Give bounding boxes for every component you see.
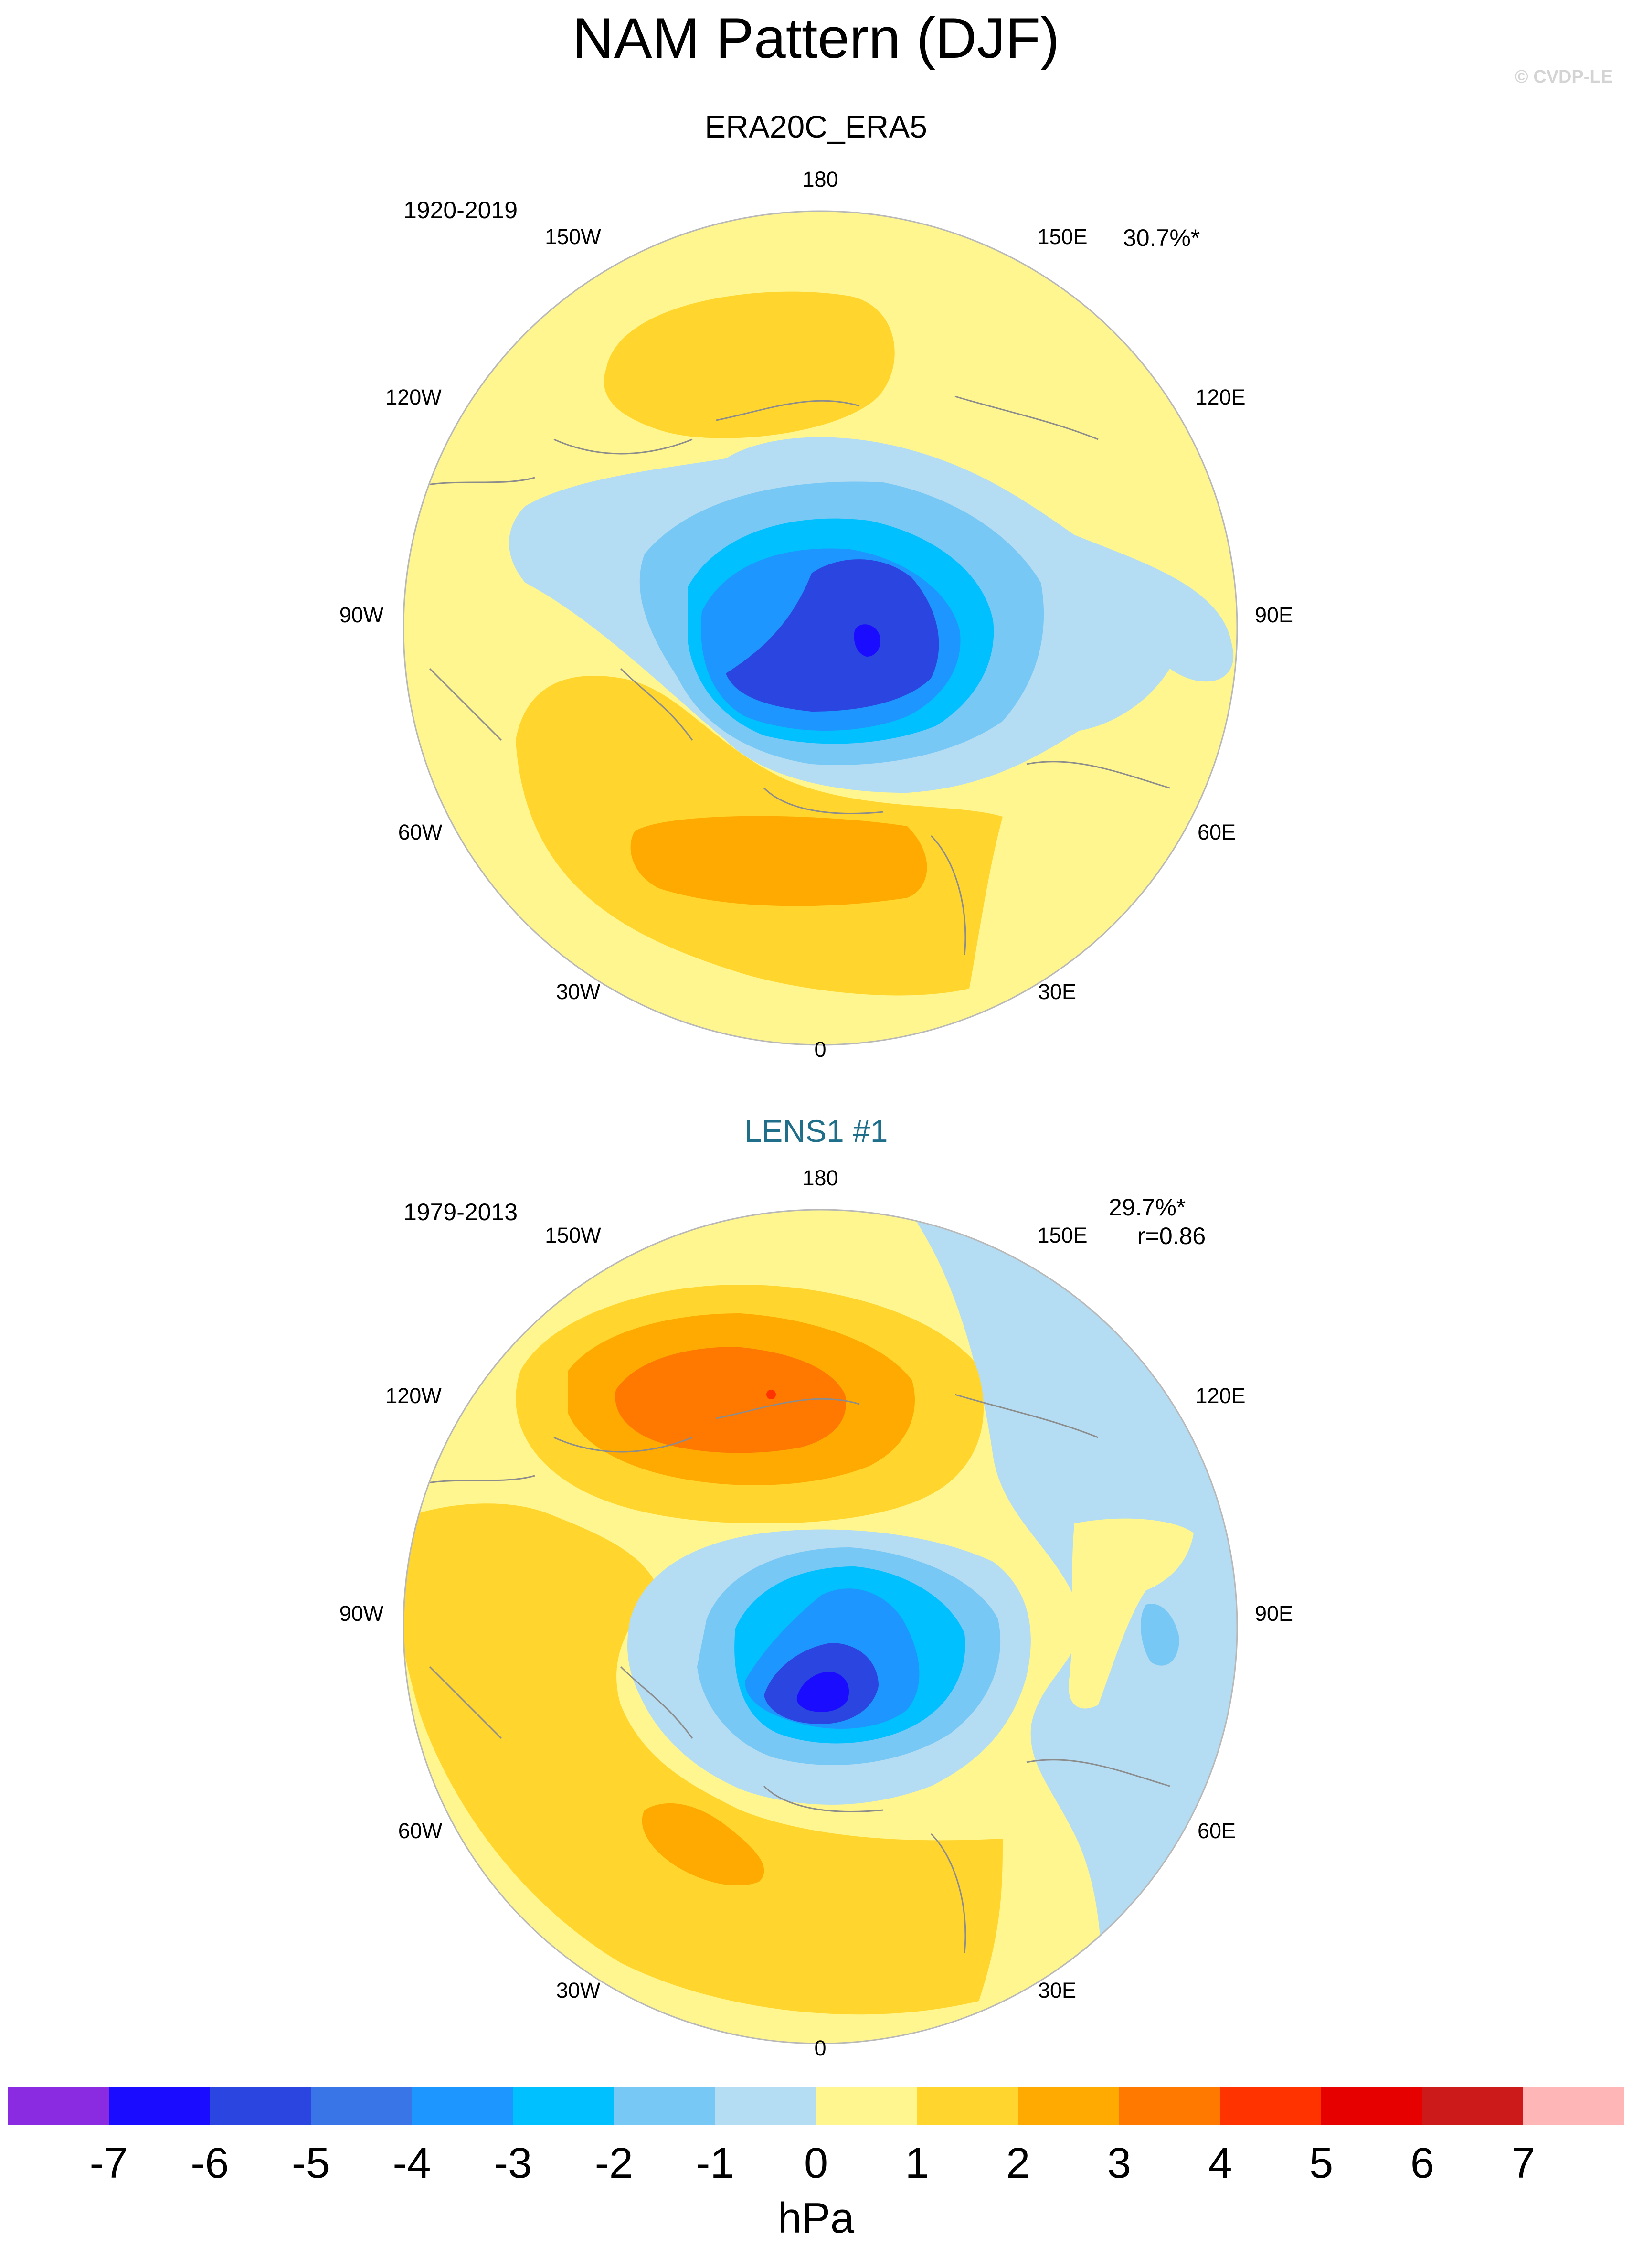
panel-1-map [403, 210, 1238, 1046]
colorbar-swatch [614, 2087, 715, 2125]
panel-2-arctic-low-6 [796, 1672, 849, 1712]
panel-1-map-boundary [403, 210, 1238, 1046]
panel-1-atlantic-core [630, 816, 927, 906]
panel-2-lon-30e: 30E [1038, 1978, 1077, 2002]
colorbar-swatch [1220, 2087, 1322, 2125]
colorbar-tick-label: -3 [494, 2140, 532, 2187]
panel-2-lon-150w: 150W [545, 1223, 601, 1247]
panel-1-lon-120w: 120W [385, 385, 442, 409]
panel-2-pacific-high-3 [615, 1347, 846, 1453]
colorbar-tick-label: 5 [1309, 2140, 1334, 2187]
panel-1-lon-30w: 30W [556, 980, 601, 1004]
panel-2-atlantic-high [403, 1503, 1003, 2015]
panel-2-pacific-max [766, 1390, 776, 1399]
colorbar-tick-label: 4 [1208, 2140, 1232, 2187]
panel-2-lon-90w: 90W [339, 1601, 384, 1626]
colorbar-tick-label: -2 [594, 2140, 633, 2187]
colorbar-unit: hPa [777, 2194, 855, 2242]
colorbar-tick-label: -4 [392, 2140, 431, 2187]
colorbar-swatch [917, 2087, 1018, 2125]
colorbar-swatch [412, 2087, 513, 2125]
panel-1-pacific-high [604, 291, 895, 438]
panel-1-lon-90w: 90W [339, 603, 384, 627]
colorbar-tick-label: -7 [89, 2140, 128, 2187]
panel-2-lon-60w: 60W [398, 1819, 443, 1843]
panel-1-lon-60w: 60W [398, 820, 443, 844]
colorbar-tick-label: -5 [291, 2140, 330, 2187]
panel-2-map [403, 1209, 1238, 2044]
panel-1-lon-180: 180 [802, 167, 838, 192]
colorbar-tick-label: -1 [696, 2140, 734, 2187]
panel-2-lon-120e: 120E [1195, 1384, 1246, 1408]
figure-title: NAM Pattern (DJF) [572, 6, 1060, 70]
panel-2-lon-90e: 90E [1254, 1601, 1293, 1626]
panel-2-variance: 29.7%* [1109, 1194, 1186, 1221]
panel-1-lon-150w: 150W [545, 224, 601, 249]
colorbar-tick-label: 7 [1511, 2140, 1536, 2187]
colorbar-swatch [1321, 2087, 1422, 2125]
panel-2-lon-150e: 150E [1037, 1223, 1088, 1247]
colorbar-tick-label: 2 [1006, 2140, 1030, 2187]
colorbar-swatch [1018, 2087, 1119, 2125]
panel-1-lon-120e: 120E [1195, 385, 1246, 409]
colorbar-tick-label: 3 [1107, 2140, 1131, 2187]
panel-1-arctic-low-6 [854, 624, 880, 657]
panel-2-coastlines [415, 1394, 1170, 1954]
panel-2-title: LENS1 #1 [744, 1113, 888, 1149]
panel-2-lon-30w: 30W [556, 1978, 601, 2002]
panel-1-lon-90e: 90E [1254, 603, 1293, 627]
panel-1-lon-30e: 30E [1038, 980, 1077, 1004]
panel-1-coastlines [415, 395, 1170, 956]
colorbar-swatch [1523, 2087, 1624, 2125]
colorbar-swatch [310, 2087, 412, 2125]
colorbar-swatch [1422, 2087, 1524, 2125]
panel-1-lon-150e: 150E [1037, 224, 1088, 249]
panel-2-correlation: r=0.86 [1137, 1223, 1206, 1249]
panel-2-lon-60e: 60E [1197, 1819, 1236, 1843]
colorbar-swatch [108, 2087, 210, 2125]
panel-2-asian-negative-spot [1141, 1604, 1179, 1666]
panel-1-period: 1920-2019 [403, 197, 518, 224]
copyright-notice: © CVDP-LE [1515, 67, 1613, 87]
colorbar-tick-label: 1 [905, 2140, 929, 2187]
panel-2-asian-positive [1069, 1518, 1194, 1709]
panel-2-lon-180: 180 [802, 1166, 838, 1190]
panel-2-lon-120w: 120W [385, 1384, 442, 1408]
colorbar-swatch [715, 2087, 816, 2125]
colorbar-swatch [1119, 2087, 1220, 2125]
colorbar-tick-label: 6 [1410, 2140, 1434, 2187]
panel-1-lon-60e: 60E [1197, 820, 1236, 844]
colorbar-swatch [513, 2087, 614, 2125]
colorbar-tick-label: -6 [191, 2140, 229, 2187]
panel-1-lon-0: 0 [814, 1037, 827, 1062]
colorbar-tick-label: 0 [804, 2140, 828, 2187]
panel-2-lon-0: 0 [814, 2036, 827, 2060]
colorbar-swatch [8, 2087, 109, 2125]
panel-1-title: ERA20C_ERA5 [705, 109, 927, 144]
panel-2-period: 1979-2013 [403, 1199, 518, 1225]
panel-2-atlantic-core [642, 1803, 764, 1886]
colorbar-swatch [816, 2087, 917, 2125]
colorbar-swatch [210, 2087, 311, 2125]
colorbar [8, 2087, 1624, 2125]
panel-1-arctic-low-5 [726, 559, 939, 712]
panel-2-map-boundary [403, 1209, 1238, 2044]
panel-1-variance: 30.7%* [1123, 224, 1200, 251]
